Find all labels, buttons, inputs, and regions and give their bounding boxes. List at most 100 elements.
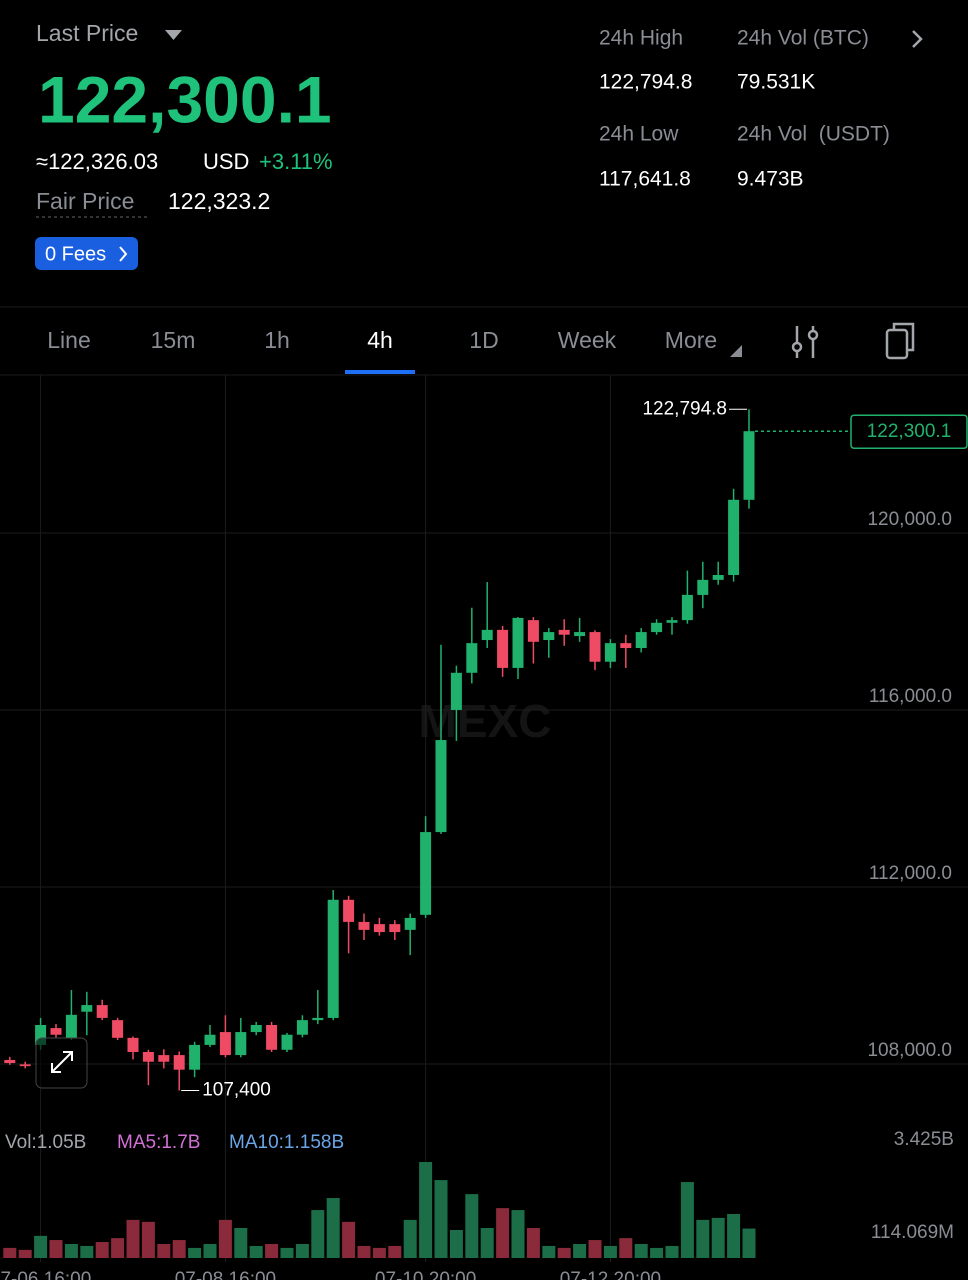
more-stats[interactable] (912, 30, 923, 48)
volume-bar (157, 1243, 171, 1258)
currency: USD (203, 149, 249, 174)
volume-legend: MA10:1.158B (229, 1132, 344, 1153)
candle-body (96, 1005, 108, 1018)
candle-body (389, 924, 401, 933)
volume-legend: MA5:1.7B (117, 1132, 200, 1153)
candle-body (158, 1055, 170, 1062)
candle-body (65, 1014, 77, 1038)
last-price: 122,300.1 (38, 62, 332, 136)
candle-body (466, 643, 478, 673)
volume-tick-label: 3.425B (894, 1129, 954, 1150)
volume-bar (203, 1243, 217, 1258)
volume-bar (249, 1245, 263, 1258)
approx-price: ≈122,326.03 (36, 149, 158, 174)
candle-body (173, 1055, 185, 1070)
fees-button[interactable] (35, 237, 138, 270)
volume-legend: Vol:1.05B (5, 1132, 86, 1153)
candle-body (527, 620, 539, 642)
volume-bar (603, 1245, 617, 1258)
candle-body (435, 740, 447, 833)
tab[interactable]: 4h (367, 327, 393, 353)
y-tick-label: 116,000.0 (869, 686, 952, 707)
candle-body (420, 832, 432, 915)
y-tick-label: 120,000.0 (867, 509, 952, 530)
tab[interactable]: 1h (264, 327, 290, 353)
last-price-tag: 122,300.1 (867, 421, 952, 442)
tab[interactable]: More (665, 327, 717, 353)
volume-bar (573, 1243, 587, 1258)
volume-bar (18, 1249, 32, 1258)
candle-body (19, 1064, 31, 1067)
volume-bar (496, 1208, 510, 1258)
candle-body (4, 1059, 16, 1064)
tab[interactable]: 15m (151, 327, 196, 353)
candle-body (81, 1005, 93, 1012)
settings-icon[interactable] (791, 326, 819, 358)
low-label: 107,400 (202, 1080, 271, 1101)
volume-bar (742, 1228, 756, 1258)
expand-icon (51, 1051, 73, 1073)
volume-bar (526, 1228, 540, 1258)
last-price-label[interactable]: Last Price (36, 20, 138, 46)
x-tick-label: 07-06 16:00 (0, 1269, 91, 1280)
candle-body (50, 1028, 62, 1035)
stat-value: 117,641.8 (599, 168, 691, 191)
volume-bar (265, 1243, 279, 1258)
volume-bar (234, 1228, 248, 1258)
candle-body (635, 632, 647, 649)
volume-bar (588, 1240, 602, 1258)
volume-bar (449, 1229, 463, 1258)
high-label: 122,794.8 (642, 398, 727, 419)
change: +3.11% (259, 149, 333, 174)
candle-body (697, 579, 709, 595)
x-tick-label: 07-10 20:00 (375, 1269, 476, 1280)
volume-bar (711, 1217, 725, 1258)
dropdown-arrow[interactable] (165, 30, 182, 40)
volume-bar (465, 1194, 479, 1258)
volume-bar (680, 1182, 694, 1258)
candle-body (450, 672, 462, 710)
fees-text[interactable]: 0 Fees (45, 243, 106, 265)
volume-bar (696, 1219, 710, 1258)
volume-bar (34, 1235, 48, 1258)
x-tick-label: 07-12 20:00 (560, 1269, 661, 1280)
candle-body (127, 1037, 139, 1052)
volume-bar (403, 1219, 417, 1258)
last-price-box (850, 414, 968, 449)
candle-body (589, 632, 601, 662)
chevron (119, 246, 128, 262)
candle-body (250, 1025, 262, 1033)
tab[interactable]: Line (47, 327, 90, 353)
candle-body (296, 1020, 308, 1035)
candle-body (497, 629, 509, 668)
volume-bar (295, 1243, 309, 1258)
candle-body (651, 622, 663, 633)
candle-body (574, 632, 586, 637)
volume-bar (95, 1242, 109, 1258)
layout-icon[interactable] (885, 322, 915, 360)
stat-label: 24h Low (599, 123, 679, 146)
candle-body (112, 1020, 124, 1038)
stat-value: 122,794.8 (599, 71, 692, 94)
candle-body (728, 499, 740, 575)
volume-bar (727, 1213, 741, 1258)
volume-bar (111, 1238, 125, 1258)
tab[interactable]: 1D (469, 327, 498, 353)
candle-body (281, 1034, 293, 1050)
tab[interactable]: Week (558, 327, 617, 353)
fair-price-label[interactable]: Fair Price (36, 188, 134, 214)
stat-value: 79.531K (737, 71, 815, 94)
volume-bar (172, 1240, 186, 1258)
volume-bar (480, 1228, 494, 1258)
candle-body (266, 1025, 278, 1050)
volume-bar (665, 1245, 679, 1258)
candle-body (681, 594, 693, 621)
chart: MEXC 07-06 16:00 07-08 16:00 07-10 20:00 07-… (0, 375, 968, 1280)
more-arrow (730, 345, 742, 357)
volume-bar (141, 1221, 155, 1258)
candle-body (343, 899, 355, 922)
volume-bar (311, 1210, 325, 1258)
candle-body (743, 431, 755, 500)
